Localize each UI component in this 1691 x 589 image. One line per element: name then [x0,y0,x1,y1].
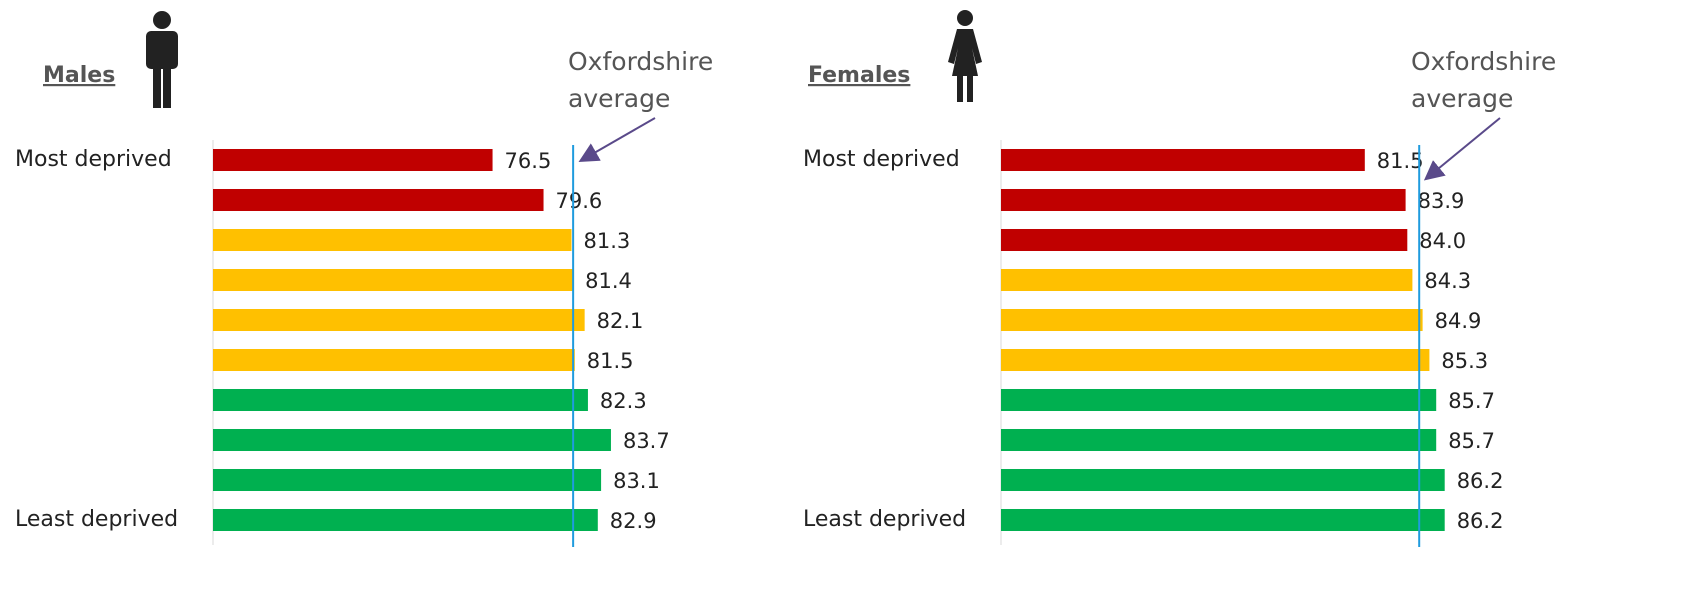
value-label: 84.0 [1419,229,1466,253]
category-label: Most deprived [803,147,960,172]
bar [1001,269,1413,291]
bar [1001,349,1430,371]
bar [1001,509,1445,531]
value-label: 86.2 [1457,469,1504,493]
bar [213,269,574,291]
annotation: Oxfordshire average [568,47,714,113]
value-label: 82.1 [597,309,644,333]
value-label: 85.3 [1441,349,1488,373]
value-label: 84.3 [1424,269,1471,293]
value-label: 81.3 [583,229,630,253]
bar [213,469,602,491]
bar [1001,309,1423,331]
value-label: 85.7 [1448,389,1495,413]
value-label: 79.6 [556,189,603,213]
bar [213,389,588,411]
bar [1001,229,1408,251]
category-label: Least deprived [15,507,178,532]
value-label: 76.5 [505,149,552,173]
bar [1001,189,1406,211]
value-label: 83.1 [613,469,660,493]
value-label: 81.4 [585,269,632,293]
category-label: Least deprived [803,507,966,532]
bar [1001,429,1437,451]
bar [213,429,611,451]
value-label: 84.9 [1435,309,1482,333]
annotation-arrow [578,117,656,162]
female-icon [948,10,982,102]
category-label: Most deprived [15,147,172,172]
value-label: 86.2 [1457,509,1504,533]
annotation: Oxfordshire average [1411,47,1557,113]
bar [1001,469,1445,491]
value-label: 83.9 [1418,189,1465,213]
bar [213,309,585,331]
value-label: 81.5 [1377,149,1424,173]
bar [1001,149,1365,171]
value-label: 85.7 [1448,429,1495,453]
value-label: 83.7 [623,429,670,453]
value-label: 82.9 [610,509,657,533]
annotation-arrow [1423,117,1501,181]
bar [213,349,575,371]
chart-title: Males [43,63,115,88]
chart-title: Females [808,63,910,88]
bar [213,189,544,211]
value-label: 81.5 [587,349,634,373]
bar [213,149,493,171]
value-label: 82.3 [600,389,647,413]
bar [1001,389,1437,411]
bar [213,509,598,531]
male-icon [146,11,178,108]
bar [213,229,572,251]
